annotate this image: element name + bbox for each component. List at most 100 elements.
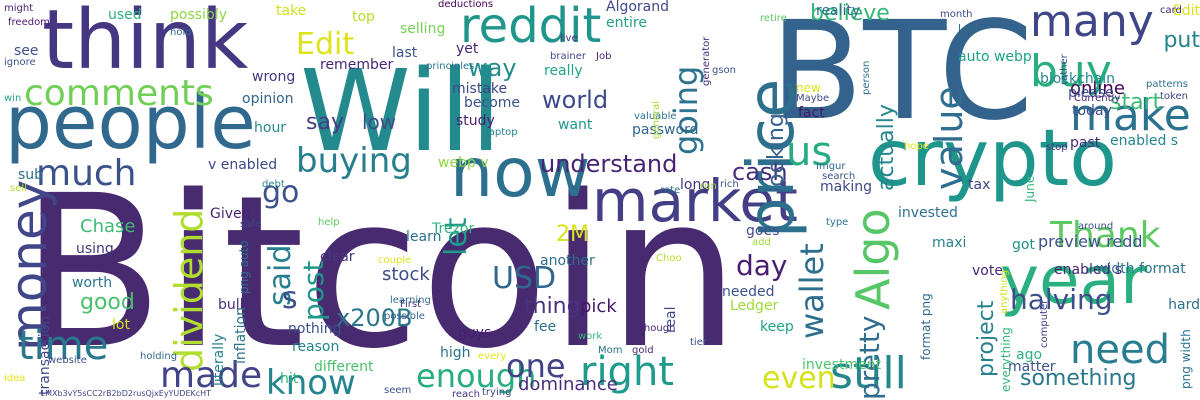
cloud-word: way: [468, 54, 517, 82]
cloud-word: today: [1072, 103, 1112, 119]
cloud-word: something: [1020, 366, 1137, 391]
cloud-word: opinion: [242, 91, 294, 107]
cloud-word: First: [400, 299, 422, 310]
cloud-word: selling: [400, 21, 446, 37]
cloud-word: Algorand: [606, 0, 670, 15]
cloud-word: computer: [1039, 299, 1050, 348]
cloud-word: win: [4, 93, 22, 104]
cloud-word: mistake: [452, 81, 508, 97]
cloud-word: BTC: [770, 0, 1034, 151]
cloud-word: many: [1030, 0, 1154, 47]
cloud-word: last: [392, 45, 418, 61]
cloud-word: even: [762, 361, 836, 396]
cloud-word: token: [1160, 91, 1188, 102]
cloud-word: 1MXb3vY5sCC2rB2bD2rusQjxEyYUDEKcHT: [40, 389, 212, 398]
cloud-word: remember: [320, 57, 394, 73]
cloud-word: please: [1068, 85, 1114, 101]
cloud-word: x200B: [336, 304, 413, 332]
cloud-word: safe: [240, 219, 262, 230]
cloud-word: Given: [210, 206, 251, 222]
cloud-word: preview redd: [1038, 232, 1143, 251]
cloud-word: fee: [534, 319, 557, 335]
cloud-word: maxi: [932, 235, 967, 251]
cloud-word: inflation: [233, 307, 249, 365]
cloud-word: know: [266, 363, 356, 400]
cloud-word: Algo: [846, 208, 900, 311]
cloud-word: got: [1012, 237, 1035, 253]
cloud-word: online: [1070, 78, 1125, 99]
cloud-word: hold: [170, 27, 192, 38]
cloud-word: Edit: [296, 27, 355, 62]
cloud-word: new: [796, 81, 821, 95]
cloud-word: investment: [802, 357, 882, 373]
cloud-word: yet: [456, 41, 479, 57]
cloud-word: blockchain: [1040, 71, 1116, 87]
cloud-word: search: [822, 171, 856, 182]
cloud-word: generator: [701, 36, 712, 86]
cloud-word: clear: [320, 249, 355, 265]
cloud-word: rate: [660, 185, 681, 196]
cloud-word: freedom: [8, 17, 50, 28]
cloud-word: stop: [1046, 142, 1068, 153]
cloud-word: webp v: [438, 155, 489, 171]
cloud-word: literally: [211, 333, 227, 387]
cloud-word: understand: [540, 150, 678, 178]
cloud-word: halving: [1010, 283, 1113, 316]
cloud-word: still: [830, 348, 907, 399]
cloud-word: nothing: [288, 321, 342, 337]
cloud-word: take: [276, 3, 307, 19]
cloud-word: sub: [18, 167, 44, 183]
cloud-word: anything: [999, 269, 1010, 314]
cloud-word: right: [580, 349, 674, 395]
cloud-word: s: [282, 281, 298, 316]
cloud-word: deductions: [438, 0, 494, 10]
cloud-word: think: [42, 0, 249, 88]
cloud-word: website: [48, 355, 87, 366]
cloud-word: one: [506, 347, 566, 385]
cloud-word: thing: [524, 294, 581, 319]
cloud-word: looking: [764, 113, 789, 194]
cloud-word: png auto: [237, 239, 251, 294]
cloud-word: auto webp: [958, 49, 1032, 65]
cloud-word: holding: [140, 351, 178, 362]
cloud-word: brainer: [550, 51, 586, 62]
cloud-word: bull: [218, 297, 244, 313]
cloud-word: Maybe: [796, 93, 830, 104]
cloud-word: reality: [816, 3, 861, 19]
cloud-word: project: [974, 301, 999, 378]
cloud-word: Ledger: [730, 298, 779, 314]
cloud-word: hard: [1168, 297, 1200, 313]
cloud-word: making: [820, 179, 872, 195]
cloud-word: year: [1000, 242, 1148, 319]
cloud-word: possibly: [170, 7, 227, 23]
cloud-word: Bitcoin: [20, 150, 741, 395]
cloud-word: cash: [732, 158, 788, 186]
cloud-word: long: [680, 177, 711, 193]
cloud-word: seem: [384, 385, 412, 396]
cloud-word: ago: [1016, 347, 1043, 363]
cloud-word: put: [1163, 28, 1200, 53]
cloud-word: believe: [810, 1, 890, 26]
cloud-word: add: [752, 237, 771, 248]
cloud-word: work: [578, 331, 603, 342]
cloud-word: Mom: [598, 345, 623, 356]
cloud-word: 2M: [556, 222, 589, 247]
cloud-word: everything: [999, 327, 1013, 393]
cloud-word: time: [18, 323, 109, 369]
cloud-word: start: [1110, 90, 1162, 115]
cloud-word: much: [36, 153, 137, 194]
cloud-word: format png: [919, 293, 933, 361]
cloud-word: gold: [632, 345, 654, 356]
cloud-word: low: [362, 110, 397, 134]
cloud-word: ignore: [4, 57, 36, 68]
cloud-word: png width: [1179, 329, 1193, 389]
cloud-word: worth: [72, 275, 113, 291]
cloud-word: good: [80, 290, 135, 315]
cloud-word: tier: [690, 337, 707, 348]
cloud-word: become: [464, 95, 521, 111]
cloud-word: hour: [254, 120, 287, 136]
cloud-word: now: [450, 134, 591, 213]
cloud-word: patterns: [1146, 79, 1188, 90]
cloud-word: help: [318, 217, 340, 228]
